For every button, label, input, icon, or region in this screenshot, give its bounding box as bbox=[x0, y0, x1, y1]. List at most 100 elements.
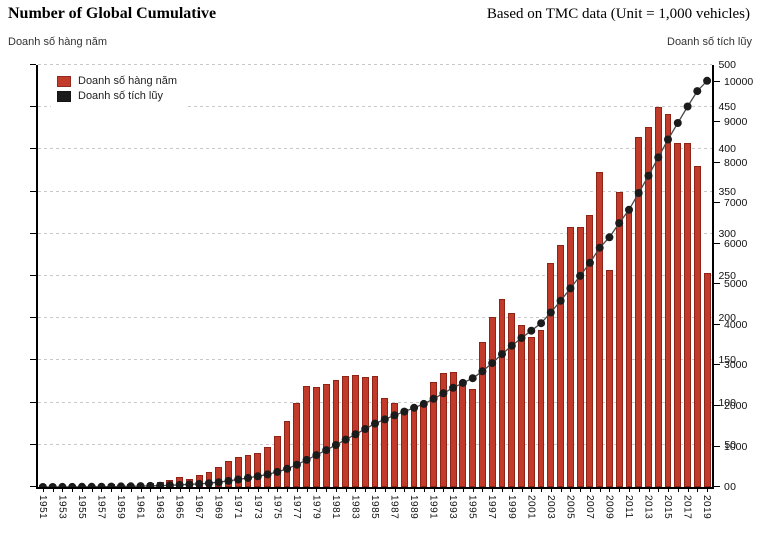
cumulative-point-1996[interactable] bbox=[478, 367, 487, 376]
cumulative-point-2006[interactable] bbox=[576, 271, 585, 280]
cumulative-point-1979[interactable] bbox=[312, 451, 321, 460]
cumulative-point-1977[interactable] bbox=[292, 460, 301, 469]
bar-1999[interactable] bbox=[508, 313, 516, 487]
bar-1985[interactable] bbox=[371, 375, 379, 487]
bar-1975[interactable] bbox=[273, 436, 281, 487]
cumulative-point-1958[interactable] bbox=[107, 482, 116, 487]
cumulative-point-1985[interactable] bbox=[371, 419, 379, 428]
cumulative-point-1955[interactable] bbox=[78, 482, 86, 487]
cumulative-point-1959[interactable] bbox=[117, 482, 125, 487]
cumulative-point-2012[interactable] bbox=[634, 189, 643, 197]
bar-2007[interactable] bbox=[586, 215, 594, 487]
bar-1976[interactable] bbox=[283, 421, 291, 487]
bar-2008[interactable] bbox=[596, 172, 604, 487]
cumulative-point-2001[interactable] bbox=[527, 326, 536, 335]
bar-1980[interactable] bbox=[322, 384, 330, 487]
cumulative-point-1965[interactable] bbox=[175, 480, 184, 487]
bar-1978[interactable] bbox=[303, 385, 311, 487]
bar-1996[interactable] bbox=[479, 341, 486, 487]
bar-1993[interactable] bbox=[449, 372, 457, 487]
cumulative-point-1986[interactable] bbox=[380, 415, 389, 424]
cumulative-point-1954[interactable] bbox=[68, 482, 77, 487]
legend-item-annual[interactable]: Doanh số hàng năm bbox=[57, 75, 177, 87]
cumulative-point-1981[interactable] bbox=[331, 441, 340, 449]
cumulative-point-1961[interactable] bbox=[136, 482, 145, 487]
cumulative-point-1967[interactable] bbox=[195, 479, 204, 487]
bar-2015[interactable] bbox=[664, 113, 672, 487]
cumulative-point-2013[interactable] bbox=[644, 171, 653, 180]
cumulative-point-1990[interactable] bbox=[419, 399, 428, 408]
cumulative-point-1972[interactable] bbox=[244, 473, 252, 482]
cumulative-point-1960[interactable] bbox=[126, 482, 135, 487]
bar-1998[interactable] bbox=[498, 298, 506, 487]
cumulative-point-2005[interactable] bbox=[566, 284, 575, 293]
cumulative-point-1982[interactable] bbox=[341, 435, 350, 444]
cumulative-point-1980[interactable] bbox=[322, 446, 331, 455]
bar-1991[interactable] bbox=[430, 381, 438, 487]
cumulative-point-1952[interactable] bbox=[48, 483, 57, 487]
cumulative-point-1994[interactable] bbox=[458, 378, 467, 387]
cumulative-point-2017[interactable] bbox=[683, 102, 692, 111]
cumulative-point-1989[interactable] bbox=[410, 403, 419, 412]
cumulative-point-2015[interactable] bbox=[664, 135, 672, 144]
cumulative-point-1992[interactable] bbox=[439, 389, 448, 398]
bar-2016[interactable] bbox=[674, 142, 682, 487]
bar-1981[interactable] bbox=[332, 379, 340, 487]
cumulative-point-1984[interactable] bbox=[361, 425, 370, 433]
cumulative-point-1975[interactable] bbox=[273, 467, 282, 476]
cumulative-point-1969[interactable] bbox=[214, 478, 223, 487]
cumulative-point-1987[interactable] bbox=[390, 411, 399, 420]
bar-2017[interactable] bbox=[684, 142, 691, 487]
cumulative-point-2008[interactable] bbox=[595, 243, 604, 252]
bar-2019[interactable] bbox=[703, 272, 711, 487]
cumulative-point-1962[interactable] bbox=[146, 481, 155, 487]
cumulative-point-1963[interactable] bbox=[156, 481, 165, 487]
bar-1997[interactable] bbox=[488, 317, 496, 487]
bar-1973[interactable] bbox=[254, 453, 262, 487]
cumulative-point-2002[interactable] bbox=[537, 319, 546, 328]
cumulative-point-1976[interactable] bbox=[283, 464, 292, 473]
cumulative-point-1973[interactable] bbox=[253, 472, 262, 481]
cumulative-point-1999[interactable] bbox=[507, 341, 516, 350]
cumulative-point-1957[interactable] bbox=[97, 482, 106, 487]
legend-item-cumulative[interactable]: Doanh số tích lũy bbox=[57, 90, 177, 102]
cumulative-point-1997[interactable] bbox=[488, 359, 497, 368]
cumulative-point-2016[interactable] bbox=[673, 119, 682, 127]
bar-1971[interactable] bbox=[234, 456, 242, 487]
bar-1995[interactable] bbox=[469, 389, 477, 487]
bar-1987[interactable] bbox=[391, 402, 398, 487]
cumulative-point-1998[interactable] bbox=[498, 350, 506, 359]
cumulative-point-1953[interactable] bbox=[58, 482, 67, 487]
bar-2006[interactable] bbox=[576, 227, 584, 487]
bar-1992[interactable] bbox=[439, 373, 447, 487]
bar-2005[interactable] bbox=[566, 227, 574, 487]
cumulative-point-1993[interactable] bbox=[449, 383, 458, 392]
cumulative-point-1978[interactable] bbox=[302, 455, 311, 464]
cumulative-point-2003[interactable] bbox=[546, 308, 555, 317]
bar-2001[interactable] bbox=[527, 336, 535, 487]
cumulative-point-2011[interactable] bbox=[625, 205, 633, 214]
cumulative-point-2018[interactable] bbox=[693, 87, 702, 96]
cumulative-point-1964[interactable] bbox=[165, 481, 174, 487]
cumulative-point-1983[interactable] bbox=[351, 430, 360, 439]
bar-2009[interactable] bbox=[606, 270, 613, 487]
cumulative-point-2014[interactable] bbox=[654, 153, 663, 162]
bar-2018[interactable] bbox=[693, 166, 701, 487]
bar-1970[interactable] bbox=[225, 460, 232, 487]
cumulative-point-2019[interactable] bbox=[703, 76, 712, 85]
cumulative-point-1988[interactable] bbox=[400, 407, 409, 416]
bar-1977[interactable] bbox=[293, 402, 301, 487]
bar-2012[interactable] bbox=[635, 136, 643, 487]
bar-1974[interactable] bbox=[264, 446, 271, 487]
bar-2004[interactable] bbox=[557, 244, 564, 487]
cumulative-point-1974[interactable] bbox=[263, 470, 272, 479]
bar-2002[interactable] bbox=[537, 330, 545, 487]
cumulative-point-2004[interactable] bbox=[556, 296, 565, 305]
bar-2000[interactable] bbox=[518, 324, 525, 487]
cumulative-point-1995[interactable] bbox=[468, 374, 477, 383]
bar-2010[interactable] bbox=[615, 191, 623, 487]
cumulative-point-1971[interactable] bbox=[234, 475, 243, 484]
cumulative-point-1966[interactable] bbox=[185, 480, 194, 487]
cumulative-point-1968[interactable] bbox=[204, 479, 213, 487]
cumulative-point-1956[interactable] bbox=[87, 482, 96, 487]
